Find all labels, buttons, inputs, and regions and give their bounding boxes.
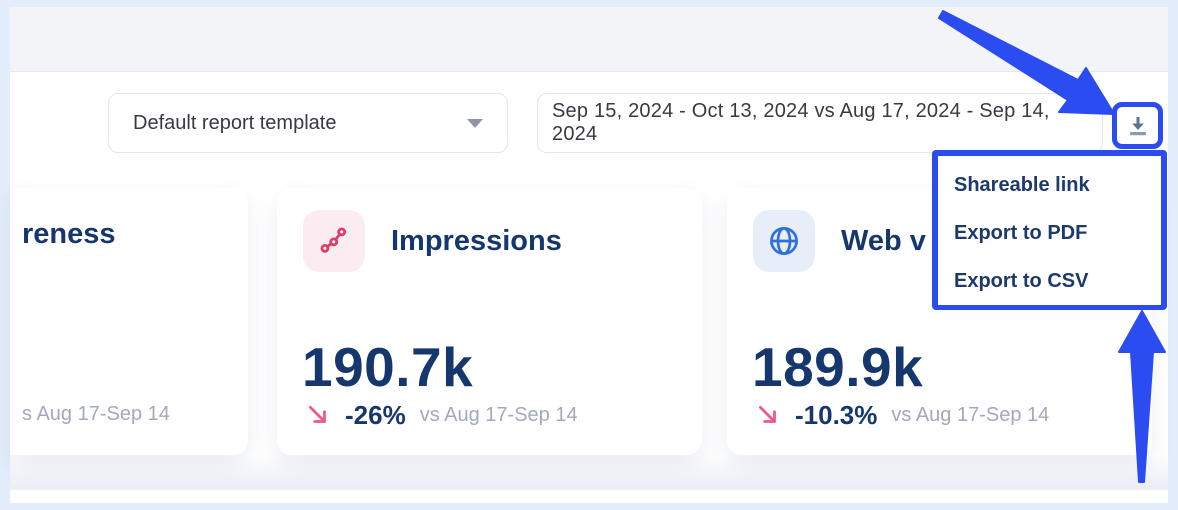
card-title: Impressions bbox=[391, 224, 562, 257]
card-title-fragment: reness bbox=[22, 218, 116, 250]
globe-icon bbox=[753, 210, 815, 272]
report-template-select[interactable]: Default report template bbox=[108, 93, 508, 153]
card-comparison: vs Aug 17-Sep 14 bbox=[891, 403, 1050, 426]
card-change: -10.3% bbox=[795, 399, 878, 430]
menu-item-shareable-link[interactable]: Shareable link bbox=[938, 161, 1161, 209]
card-value: 190.7k bbox=[302, 336, 474, 398]
share-nodes-icon bbox=[303, 210, 365, 272]
trend-down-icon bbox=[309, 406, 326, 423]
next-section-top bbox=[10, 489, 1168, 503]
cards-section-fade bbox=[10, 455, 1168, 489]
chevron-down-icon bbox=[467, 118, 483, 128]
card-value: 189.9k bbox=[752, 336, 924, 398]
date-range-picker[interactable]: Sep 15, 2024 - Oct 13, 2024 vs Aug 17, 2… bbox=[537, 93, 1103, 153]
metric-card-impressions[interactable]: Impressions 190.7k -26% vs Aug 17-Sep 14 bbox=[277, 188, 702, 455]
export-menu: Shareable link Export to PDF Export to C… bbox=[932, 150, 1167, 310]
export-download-button[interactable] bbox=[1112, 102, 1163, 149]
report-template-value: Default report template bbox=[133, 111, 337, 134]
menu-item-export-csv[interactable]: Export to CSV bbox=[938, 257, 1161, 305]
trend-down-icon bbox=[759, 406, 776, 423]
card-trend-row: -26% vs Aug 17-Sep 14 bbox=[305, 398, 578, 432]
card-header: Impressions bbox=[303, 210, 562, 272]
card-trend-row: -10.3% vs Aug 17-Sep 14 bbox=[755, 398, 1049, 432]
metric-card-awareness-partial[interactable]: reness s Aug 17-Sep 14 bbox=[10, 188, 248, 455]
download-icon bbox=[1129, 116, 1146, 135]
top-toolbar-strip bbox=[10, 7, 1168, 72]
menu-item-export-pdf[interactable]: Export to PDF bbox=[938, 209, 1161, 257]
card-comparison: vs Aug 17-Sep 14 bbox=[419, 403, 578, 426]
card-change: -26% bbox=[345, 399, 406, 430]
card-header: Web v bbox=[753, 210, 926, 272]
card-comparison-fragment: s Aug 17-Sep 14 bbox=[22, 403, 170, 425]
card-title: Web v bbox=[841, 224, 926, 257]
date-range-value: Sep 15, 2024 - Oct 13, 2024 vs Aug 17, 2… bbox=[552, 100, 1050, 145]
